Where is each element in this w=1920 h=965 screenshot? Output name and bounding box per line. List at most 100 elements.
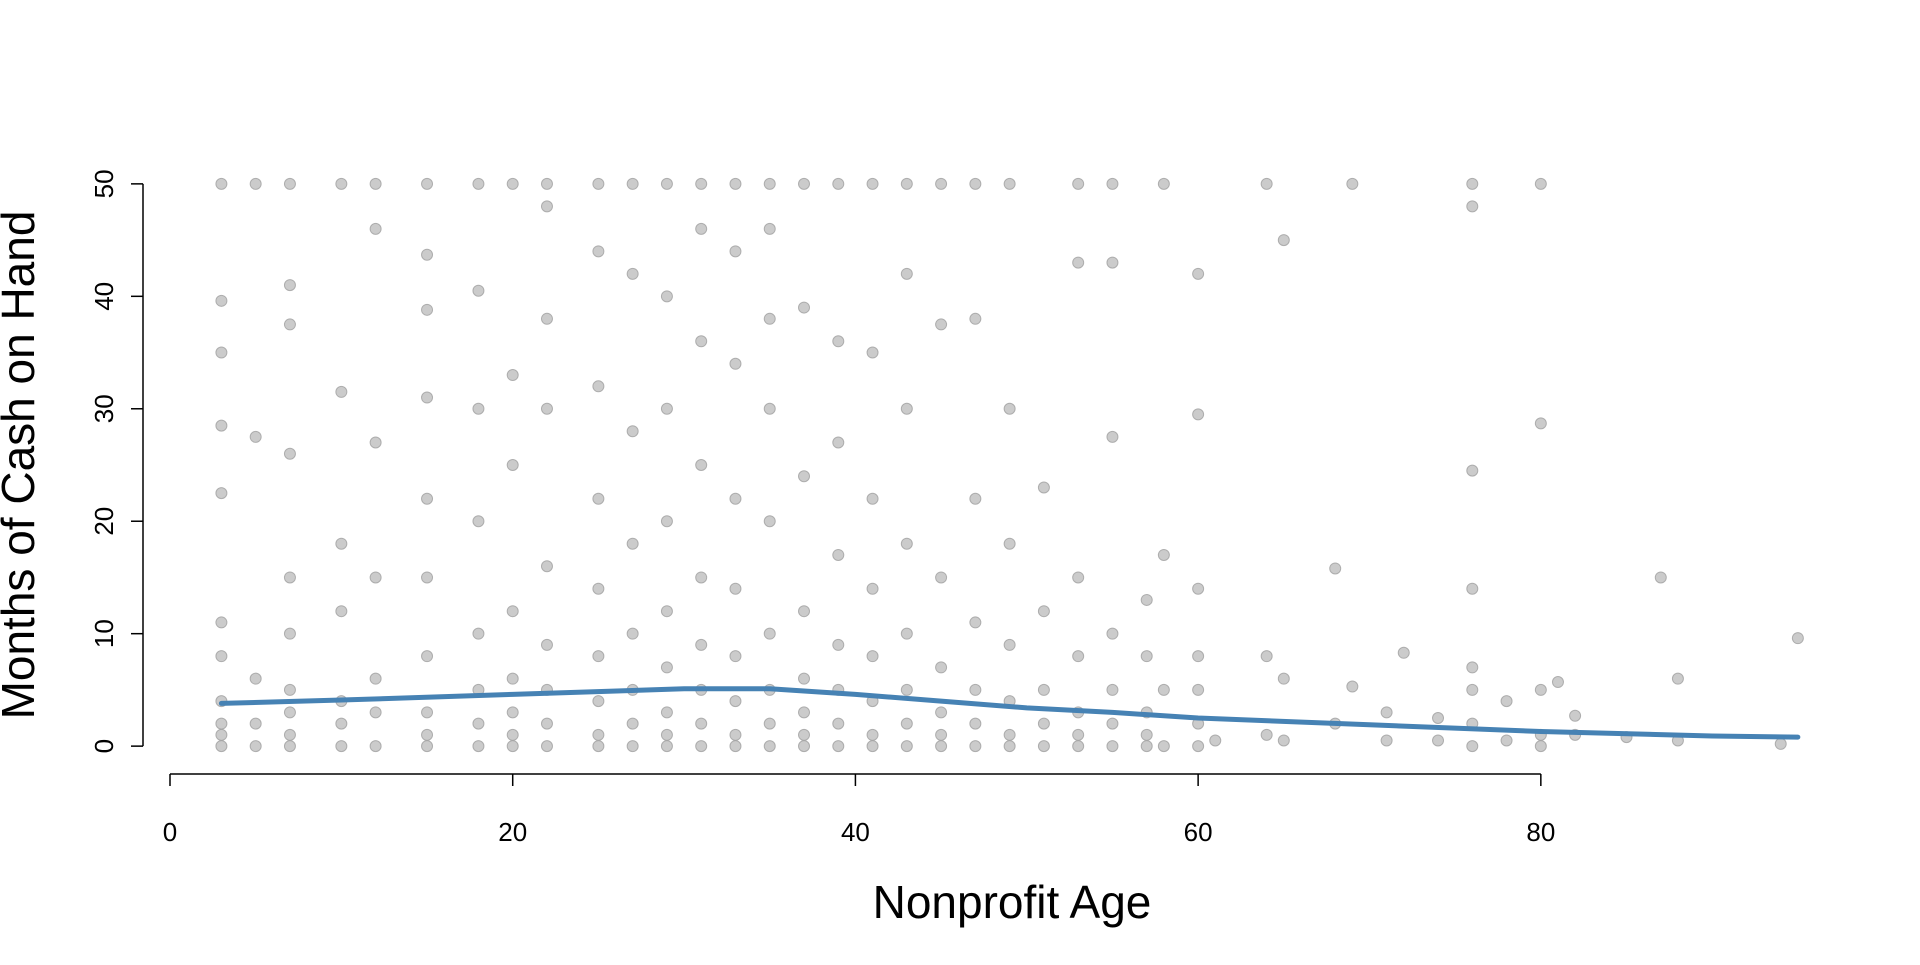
point [1003, 638, 1016, 651]
point [660, 661, 673, 674]
point [660, 728, 673, 741]
point [369, 571, 382, 584]
point [540, 717, 553, 730]
point [215, 728, 228, 741]
point [1140, 650, 1153, 663]
point [866, 582, 879, 595]
point [729, 650, 742, 663]
point [763, 740, 776, 753]
point [763, 222, 776, 235]
point [969, 177, 982, 190]
point [215, 740, 228, 753]
point [1534, 740, 1547, 753]
point [1140, 740, 1153, 753]
point [832, 548, 845, 561]
point [1072, 740, 1085, 753]
point [506, 369, 519, 382]
point [660, 402, 673, 415]
point [1106, 683, 1119, 696]
point [1157, 683, 1170, 696]
point [695, 638, 708, 651]
point [1072, 728, 1085, 741]
point [900, 177, 913, 190]
point [798, 740, 811, 753]
point [592, 740, 605, 753]
point [1534, 683, 1547, 696]
point [1003, 537, 1016, 550]
point [335, 537, 348, 550]
point [1003, 740, 1016, 753]
point [283, 279, 296, 292]
y-tick-label: 0 [89, 739, 119, 753]
point [695, 222, 708, 235]
point [1534, 417, 1547, 430]
point [969, 616, 982, 629]
point [1466, 582, 1479, 595]
point [283, 728, 296, 741]
point [763, 515, 776, 528]
point [1037, 740, 1050, 753]
point [335, 740, 348, 753]
point [421, 571, 434, 584]
point [1466, 683, 1479, 696]
y-tick-label: 10 [89, 619, 119, 648]
point [763, 627, 776, 640]
point [729, 492, 742, 505]
point [540, 560, 553, 573]
point [1432, 712, 1445, 725]
point [1140, 728, 1153, 741]
point [1551, 676, 1564, 689]
point [249, 740, 262, 753]
point [1106, 627, 1119, 640]
point [421, 391, 434, 404]
point [1774, 737, 1787, 750]
point [1277, 234, 1290, 247]
x-tick-label: 60 [1184, 817, 1213, 847]
point [1106, 717, 1119, 730]
point [540, 177, 553, 190]
point [592, 177, 605, 190]
point [421, 740, 434, 753]
point [472, 627, 485, 640]
point [900, 740, 913, 753]
point [660, 740, 673, 753]
point [626, 537, 639, 550]
point [249, 672, 262, 685]
point [472, 717, 485, 730]
point [592, 650, 605, 663]
point [935, 740, 948, 753]
x-tick-label: 20 [498, 817, 527, 847]
point [1037, 605, 1050, 618]
point [763, 312, 776, 325]
point [798, 301, 811, 314]
point [626, 740, 639, 753]
point [369, 740, 382, 753]
point [935, 661, 948, 674]
y-tick-label: 50 [89, 169, 119, 198]
point [832, 638, 845, 651]
point [1500, 695, 1513, 708]
point [421, 650, 434, 663]
point [866, 492, 879, 505]
point [1654, 571, 1667, 584]
x-tick-label: 40 [841, 817, 870, 847]
point [1534, 177, 1547, 190]
point [249, 717, 262, 730]
point [369, 177, 382, 190]
point [1140, 593, 1153, 606]
point [1003, 728, 1016, 741]
point [935, 571, 948, 584]
point [506, 740, 519, 753]
point [335, 717, 348, 730]
point [369, 222, 382, 235]
point [421, 248, 434, 261]
point [1432, 734, 1445, 747]
point [866, 740, 879, 753]
point [660, 290, 673, 303]
point [900, 627, 913, 640]
point [900, 717, 913, 730]
point [969, 717, 982, 730]
point [695, 571, 708, 584]
point [215, 616, 228, 629]
